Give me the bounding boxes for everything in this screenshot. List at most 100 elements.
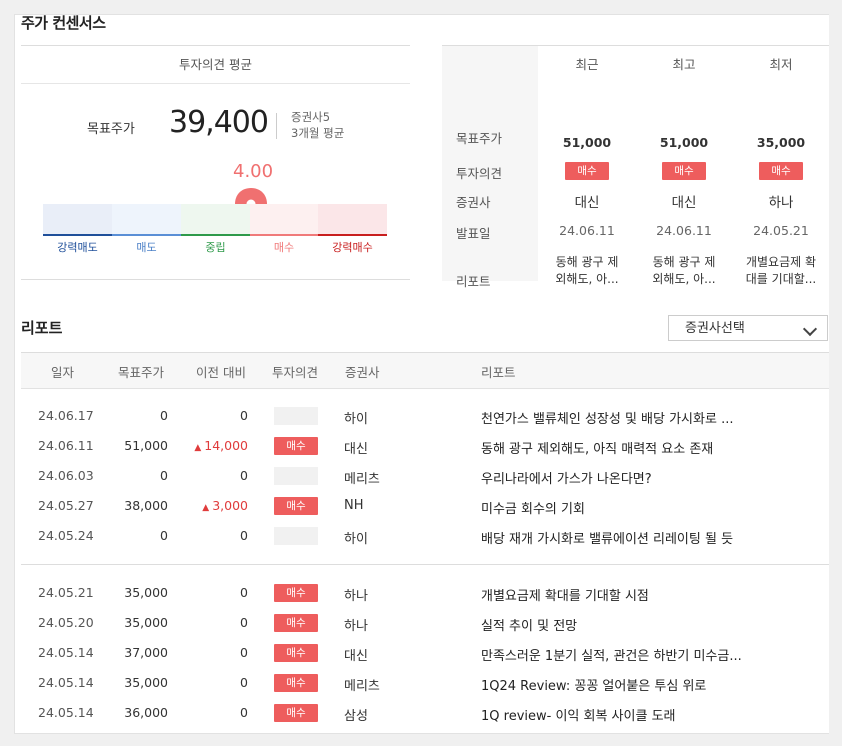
scale-segment-strong-sell xyxy=(43,204,112,234)
report-change: 0 xyxy=(181,585,248,600)
th-target: 목표주가 xyxy=(118,365,165,380)
report-change-value: 3,000 xyxy=(212,498,248,513)
high-broker: 대신 xyxy=(671,195,697,211)
up-triangle-icon: ▲ xyxy=(202,503,210,513)
broker-select-label: 증권사선택 xyxy=(685,321,745,336)
table-row[interactable]: 24.05.27 38,000 ▲ 3,000 매수 NH 미수금 회수의 기회 xyxy=(21,491,829,521)
report-change: 0 xyxy=(181,615,248,630)
table-row[interactable]: 24.05.21 35,000 0 매수 하나 개별요금제 확대를 기대할 시점 xyxy=(21,578,829,608)
recent-report-link[interactable]: 동해 광구 제 외해도, 아... xyxy=(555,255,619,286)
report-change: 0 xyxy=(181,675,248,690)
table-row[interactable]: 24.05.14 37,000 0 매수 대신 만족스러운 1분기 실적, 관건은 하반기… xyxy=(21,638,829,668)
report-change-value: 0 xyxy=(240,528,248,543)
scale-label-buy: 매수 xyxy=(273,241,295,254)
table-row[interactable]: 24.05.20 35,000 0 매수 하나 실적 추이 및 전망 xyxy=(21,608,829,638)
report-date: 24.05.21 xyxy=(38,585,94,600)
report-date: 24.05.14 xyxy=(38,675,94,690)
th-change: 이전 대비 xyxy=(196,365,246,380)
table-row[interactable]: 24.05.14 36,000 0 매수 삼성 1Q review- 이익 회복 사이클 … xyxy=(21,698,829,728)
divider xyxy=(21,279,410,280)
opinion-badge: 매수 xyxy=(274,497,318,515)
opinion-badge: 매수 xyxy=(274,584,318,602)
consensus-summary-table: 최근 최고 최저 목표주가 투자의견 증권사 발표일 리포트 51,000 51… xyxy=(442,45,829,289)
scale-line-buy xyxy=(250,234,318,236)
scale-segment-buy xyxy=(250,204,318,234)
th-broker: 증권사 xyxy=(345,365,380,380)
report-target: 35,000 xyxy=(124,585,168,600)
report-title-link[interactable]: 배당 재개 가시화로 밸류에이션 리레이팅 될 듯 xyxy=(481,532,734,547)
report-broker: 대신 xyxy=(344,442,368,457)
report-title-link[interactable]: 만족스러운 1분기 실적, 관건은 하반기 미수금... xyxy=(481,649,742,664)
avg-period: 3개월 평균 xyxy=(291,126,345,140)
report-change: 0 xyxy=(181,645,248,660)
table-row[interactable]: 24.06.11 51,000 ▲ 14,000 매수 대신 동해 광구 제외해도, 아직 … xyxy=(21,431,829,461)
report-title-link[interactable]: 미수금 회수의 기회 xyxy=(481,502,585,517)
scale-label-strong-buy: 강력매수 xyxy=(332,241,373,254)
high-date: 24.06.11 xyxy=(656,223,712,238)
scale-line-strong-buy xyxy=(318,234,387,236)
report-change-value: 0 xyxy=(240,408,248,423)
reports-title: 리포트 xyxy=(21,319,63,337)
opinion-empty xyxy=(274,407,318,425)
table-row[interactable]: 24.06.17 0 0 하이 천연가스 밸류체인 성장성 및 배당 가시화로 ... xyxy=(21,401,829,431)
target-price-label: 목표주가 xyxy=(87,122,135,137)
report-change-value: 14,000 xyxy=(204,438,248,453)
report-target: 0 xyxy=(160,528,168,543)
opinion-badge: 매수 xyxy=(274,644,318,662)
report-title-link[interactable]: 1Q review- 이익 회복 사이클 도래 xyxy=(481,709,676,724)
report-broker: 삼성 xyxy=(344,709,368,724)
table-row[interactable]: 24.05.24 0 0 하이 배당 재개 가시화로 밸류에이션 리레이팅 될 듯 xyxy=(21,521,829,551)
high-target: 51,000 xyxy=(659,135,709,150)
scale-label-strong-sell: 강력매도 xyxy=(57,241,98,254)
recent-date: 24.06.11 xyxy=(559,223,615,238)
scale-label-sell: 매도 xyxy=(136,241,157,254)
group-divider xyxy=(21,564,829,565)
scale-line-neutral xyxy=(181,234,250,236)
report-target: 0 xyxy=(160,408,168,423)
col-header-recent: 최근 xyxy=(575,57,599,72)
recent-target: 51,000 xyxy=(562,135,612,150)
report-broker: 하나 xyxy=(344,589,368,604)
report-change-value: 0 xyxy=(240,468,248,483)
broker-select[interactable]: 증권사선택 xyxy=(668,315,828,341)
report-title-link[interactable]: 개별요금제 확대를 기대할 시점 xyxy=(481,589,649,604)
report-date: 24.06.17 xyxy=(38,408,94,423)
report-target: 51,000 xyxy=(124,438,168,453)
report-date: 24.05.24 xyxy=(38,528,94,543)
report-change-value: 0 xyxy=(240,675,248,690)
report-broker: 메리츠 xyxy=(344,679,380,694)
up-triangle-icon: ▲ xyxy=(194,443,202,453)
table-row[interactable]: 24.06.03 0 0 메리츠 우리나라에서 가스가 나온다면? xyxy=(21,461,829,491)
report-change: 0 xyxy=(181,705,248,720)
recent-opinion-badge: 매수 xyxy=(565,162,609,180)
scale-segment-sell xyxy=(112,204,181,234)
table-row[interactable]: 24.05.14 35,000 0 매수 메리츠 1Q24 Review: 꽁꽁 얼어붙은… xyxy=(21,668,829,698)
report-target: 35,000 xyxy=(124,615,168,630)
row-label-report: 리포트 xyxy=(456,274,491,289)
report-change: ▲ 14,000 xyxy=(181,438,248,453)
report-title-link[interactable]: 동해 광구 제외해도, 아직 매력적 요소 존재 xyxy=(481,442,714,457)
report-change-value: 0 xyxy=(240,645,248,660)
report-change: 0 xyxy=(181,468,248,483)
high-report-link[interactable]: 동해 광구 제 외해도, 아... xyxy=(652,255,716,286)
report-title-link[interactable]: 천연가스 밸류체인 성장성 및 배당 가시화로 ... xyxy=(481,412,734,427)
scale-line-sell xyxy=(112,234,181,236)
low-broker: 하나 xyxy=(768,195,794,211)
report-broker: 대신 xyxy=(344,649,368,664)
opinion-avg-header: 투자의견 평균 xyxy=(21,45,410,84)
opinion-empty xyxy=(274,467,318,485)
broker-count: 증권사5 xyxy=(291,110,331,124)
row-label-broker: 증권사 xyxy=(456,195,491,210)
report-target: 0 xyxy=(160,468,168,483)
report-broker: 하이 xyxy=(344,412,368,427)
report-title-link[interactable]: 실적 추이 및 전망 xyxy=(481,619,578,634)
col-header-low: 최저 xyxy=(769,57,793,72)
report-title-link[interactable]: 우리나라에서 가스가 나온다면? xyxy=(481,472,652,487)
th-date: 일자 xyxy=(51,365,75,380)
separator xyxy=(276,113,277,139)
report-broker: 메리츠 xyxy=(344,472,380,487)
opinion-badge: 매수 xyxy=(274,704,318,722)
reports-table-header: 일자 목표주가 이전 대비 투자의견 증권사 리포트 xyxy=(21,352,829,389)
report-title-link[interactable]: 1Q24 Review: 꽁꽁 얼어붙은 투심 위로 xyxy=(481,679,707,694)
low-report-link[interactable]: 개별요금제 확 대를 기대할... xyxy=(745,255,817,286)
